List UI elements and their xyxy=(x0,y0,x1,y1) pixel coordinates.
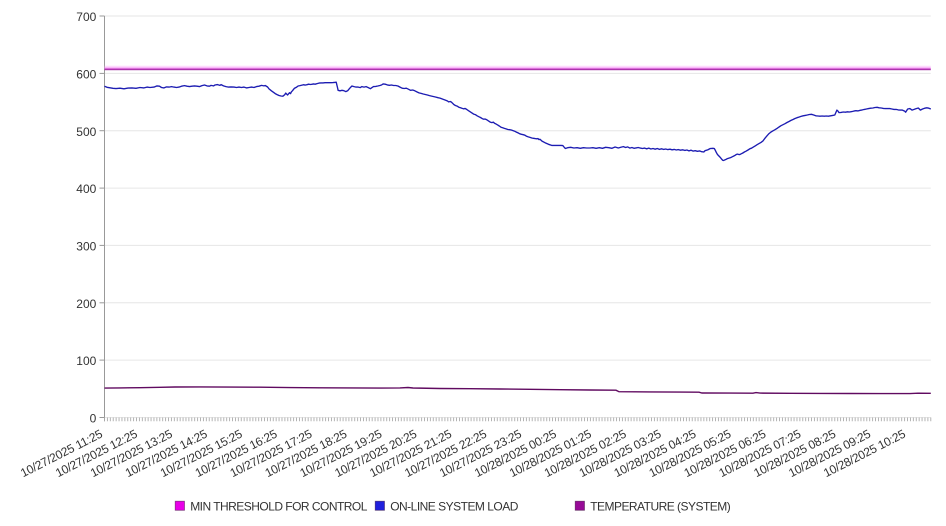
svg-text:MIN THRESHOLD FOR CONTROL: MIN THRESHOLD FOR CONTROL xyxy=(190,500,368,514)
svg-text:300: 300 xyxy=(76,240,96,254)
svg-text:500: 500 xyxy=(76,125,96,139)
svg-text:200: 200 xyxy=(76,297,96,311)
svg-text:TEMPERATURE (SYSTEM): TEMPERATURE (SYSTEM) xyxy=(590,500,731,514)
svg-text:0: 0 xyxy=(90,412,97,426)
svg-text:100: 100 xyxy=(76,354,96,368)
svg-text:600: 600 xyxy=(76,68,96,82)
svg-text:ON-LINE SYSTEM LOAD: ON-LINE SYSTEM LOAD xyxy=(390,500,519,514)
svg-text:400: 400 xyxy=(76,182,96,196)
svg-text:700: 700 xyxy=(76,10,96,24)
